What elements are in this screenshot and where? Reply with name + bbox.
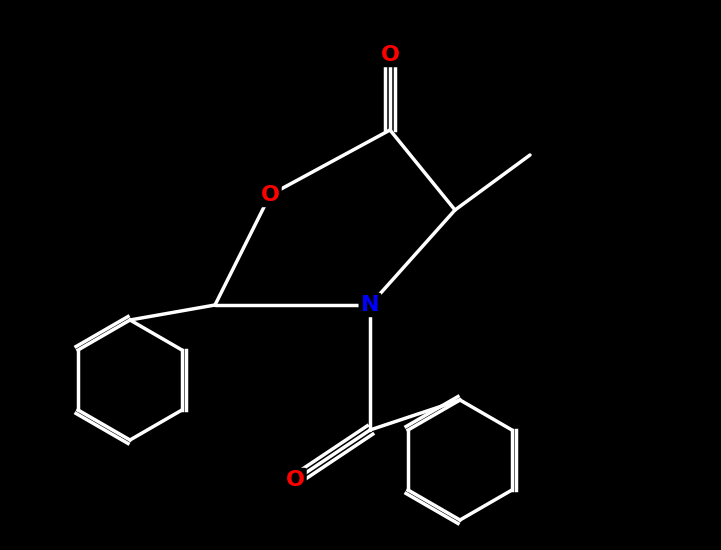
Text: O: O	[260, 185, 280, 205]
Text: O: O	[286, 470, 304, 490]
Text: N: N	[360, 295, 379, 315]
Text: O: O	[381, 45, 399, 65]
